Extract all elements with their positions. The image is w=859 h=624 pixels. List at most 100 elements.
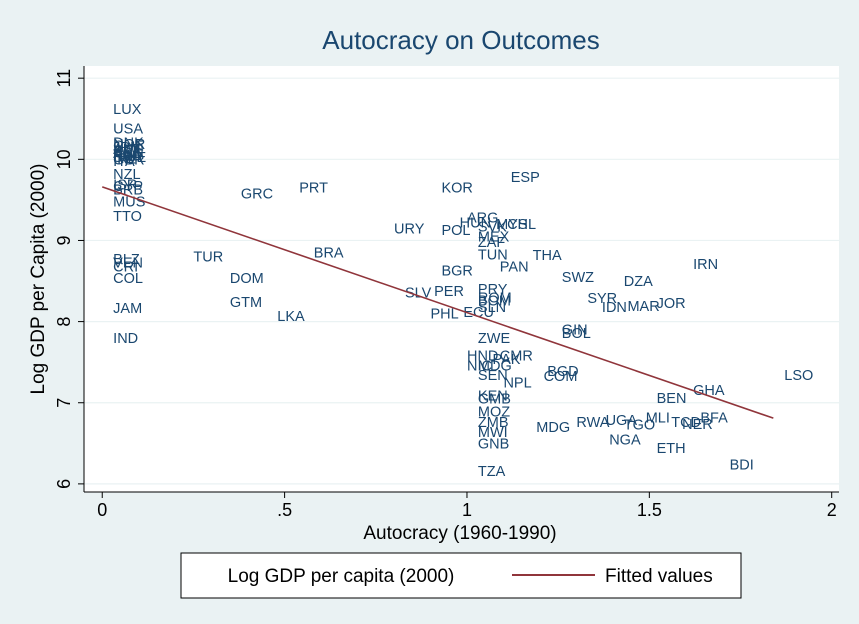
point-label: MWI	[478, 425, 508, 441]
y-tick-label: 8	[54, 317, 74, 327]
y-tick-label: 9	[54, 235, 74, 245]
point-label: NGA	[609, 432, 641, 448]
point-label: PAK	[493, 352, 521, 368]
point-labels: LUXUSADNKNORCHEJPNAUTBELCANAUSFINNLDFRAS…	[113, 102, 813, 480]
point-label: MDG	[536, 420, 570, 436]
point-label: NZL	[113, 167, 140, 183]
plot-region	[84, 66, 839, 492]
point-label: KOR	[441, 181, 472, 197]
point-label: LKA	[277, 309, 305, 325]
point-label: ESP	[511, 170, 540, 186]
point-label: DNK	[113, 135, 144, 151]
fitted-line	[101, 186, 774, 419]
point-label: NPL	[503, 375, 531, 391]
x-tick-label: .5	[277, 500, 292, 520]
point-label: JAM	[113, 301, 142, 317]
point-label: TCD	[671, 415, 701, 431]
point-label: SWE	[113, 150, 146, 166]
point-label: SEN	[478, 368, 508, 384]
point-label: MAR	[627, 299, 659, 315]
point-label: AUS	[113, 146, 143, 162]
point-label: TGO	[624, 418, 655, 434]
point-label: BEN	[657, 391, 687, 407]
point-label: LSO	[784, 368, 813, 384]
x-tick-label: 2	[827, 500, 837, 520]
point-label: ITA	[113, 154, 135, 170]
point-label: POL	[441, 223, 470, 239]
point-label: DOM	[230, 271, 264, 287]
point-label: PRY	[478, 282, 508, 298]
legend-label-fitted: Fitted values	[605, 566, 713, 587]
fitted-line-group	[101, 186, 774, 419]
point-label: MDG	[478, 358, 512, 374]
point-label: SYR	[587, 291, 617, 307]
point-label: NOR	[113, 137, 145, 153]
point-label: IDN	[602, 300, 627, 316]
point-label: CHL	[507, 217, 536, 233]
y-tick-label: 11	[54, 69, 74, 88]
point-label: BGR	[441, 263, 472, 279]
point-label: CHE	[113, 139, 144, 155]
point-label: BFA	[700, 410, 728, 426]
point-label: NIC	[467, 358, 492, 374]
point-label: PHL	[430, 306, 458, 322]
y-tick-label: 7	[54, 398, 74, 408]
legend-label-points: Log GDP per capita (2000)	[228, 566, 455, 587]
point-label: GNB	[478, 436, 509, 452]
y-tick-label: 10	[54, 149, 74, 169]
legend: Log GDP per capita (2000) Fitted values	[180, 552, 742, 599]
point-label: KEN	[478, 388, 508, 404]
y-tick-label: 6	[54, 479, 74, 489]
point-label: FIN	[113, 147, 136, 163]
point-label: IRN	[693, 257, 718, 273]
point-label: NER	[682, 417, 713, 433]
point-label: BGD	[547, 364, 578, 380]
point-label: AUT	[113, 142, 142, 158]
point-label: MEX	[478, 229, 510, 245]
point-label: ARG	[467, 211, 498, 227]
point-label: SLN	[478, 300, 506, 316]
point-label: FRA	[113, 149, 142, 165]
point-label: VEN	[113, 255, 143, 271]
point-label: TTO	[113, 209, 142, 225]
point-label: SWZ	[562, 270, 594, 286]
point-label: LUX	[113, 102, 142, 118]
point-label: BRA	[314, 246, 344, 262]
point-label: ZWE	[478, 331, 511, 347]
point-label: CAN	[113, 144, 144, 160]
point-label: BDI	[730, 457, 754, 473]
point-label: GMB	[478, 392, 511, 408]
point-label: MOZ	[478, 405, 510, 421]
point-label: BLZ	[113, 252, 140, 268]
gridlines	[84, 77, 839, 485]
point-label: IRL	[113, 152, 136, 168]
point-label: GIN	[562, 323, 588, 339]
point-label: JOR	[657, 296, 686, 312]
point-label: TUN	[478, 247, 508, 263]
point-label: USA	[113, 121, 143, 137]
x-ticks: 0 .5 1 1.5 2	[97, 492, 837, 520]
point-label: GHA	[693, 383, 725, 399]
point-label: GTM	[230, 295, 262, 311]
point-label: TUR	[193, 250, 223, 266]
point-label: TZA	[478, 464, 506, 480]
y-axis-label: Log GDP per Capita (2000)	[28, 164, 49, 395]
point-label: COM	[544, 369, 578, 385]
point-label: PER	[434, 284, 464, 300]
point-label: BOM	[478, 294, 511, 310]
x-axis-label: Autocracy (1960-1990)	[363, 523, 556, 544]
x-tick-label: 1.5	[637, 500, 662, 520]
x-tick-label: 0	[97, 500, 107, 520]
point-label: RWA	[576, 415, 609, 431]
point-label: GRC	[241, 186, 273, 202]
point-label: ECU	[463, 305, 494, 321]
point-label: ISR	[113, 177, 137, 193]
x-tick-label: 1	[462, 500, 472, 520]
point-label: ROM	[478, 290, 512, 306]
point-label: GBR	[113, 152, 144, 168]
point-label: HUN	[460, 216, 491, 232]
point-label: PRT	[299, 181, 328, 197]
point-label: CYP	[113, 179, 143, 195]
point-label: BOL	[562, 326, 591, 342]
point-label: ZAF	[478, 235, 506, 251]
